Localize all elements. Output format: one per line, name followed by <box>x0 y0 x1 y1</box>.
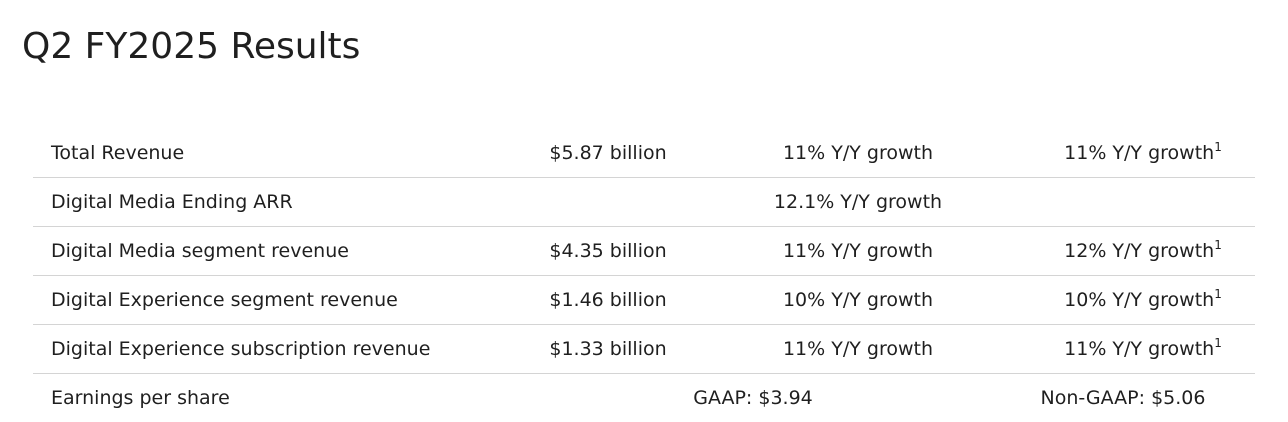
table-row-total-revenue: Total Revenue $5.87 billion 11% Y/Y grow… <box>33 129 1255 178</box>
row-label: Total Revenue <box>51 142 185 164</box>
footnote-marker: 1 <box>1214 139 1222 154</box>
row-non-gaap-eps: Non-GAAP: $5.06 <box>1040 387 1206 409</box>
table-row-dx-subscription: Digital Experience subscription revenue … <box>33 325 1255 374</box>
results-table: Total Revenue $5.87 billion 11% Y/Y grow… <box>33 129 1255 422</box>
table-row-dm-revenue: Digital Media segment revenue $4.35 bill… <box>33 227 1255 276</box>
row-growth: 12.1% Y/Y growth <box>773 191 943 213</box>
table-row-eps: Earnings per share GAAP: $3.94 Non-GAAP:… <box>33 374 1255 422</box>
row-growth: 11% Y/Y growth <box>782 142 934 164</box>
row-cc-growth-cell: 11% Y/Y growth1 <box>993 325 1288 373</box>
row-cc-growth-cell: 11% Y/Y growth1 <box>993 129 1288 177</box>
row-value: $1.46 billion <box>549 289 667 311</box>
row-value: $5.87 billion <box>549 142 667 164</box>
table-row-dm-arr: Digital Media Ending ARR 12.1% Y/Y growt… <box>33 178 1255 227</box>
page-title: Q2 FY2025 Results <box>22 26 361 67</box>
row-label: Digital Media segment revenue <box>51 240 349 262</box>
row-label: Earnings per share <box>51 387 230 409</box>
row-growth: 11% Y/Y growth <box>782 338 934 360</box>
table-row-dx-revenue: Digital Experience segment revenue $1.46… <box>33 276 1255 325</box>
row-gaap-eps: GAAP: $3.94 <box>693 387 813 409</box>
row-growth: 10% Y/Y growth <box>782 289 934 311</box>
row-cc-growth: 10% Y/Y growth <box>1064 289 1215 311</box>
row-cc-growth: 11% Y/Y growth <box>1064 338 1215 360</box>
footnote-marker: 1 <box>1214 335 1222 350</box>
row-growth: 11% Y/Y growth <box>782 240 934 262</box>
row-label: Digital Media Ending ARR <box>51 191 293 213</box>
row-cc-growth-cell: 12% Y/Y growth1 <box>993 227 1288 275</box>
row-value: $4.35 billion <box>549 240 667 262</box>
row-value: $1.33 billion <box>549 338 667 360</box>
row-cc-growth-cell: 10% Y/Y growth1 <box>993 276 1288 324</box>
row-cc-growth: 12% Y/Y growth <box>1064 240 1215 262</box>
footnote-marker: 1 <box>1214 237 1222 252</box>
row-label: Digital Experience segment revenue <box>51 289 398 311</box>
footnote-marker: 1 <box>1214 286 1222 301</box>
row-label: Digital Experience subscription revenue <box>51 338 431 360</box>
row-cc-growth: 11% Y/Y growth <box>1064 142 1215 164</box>
